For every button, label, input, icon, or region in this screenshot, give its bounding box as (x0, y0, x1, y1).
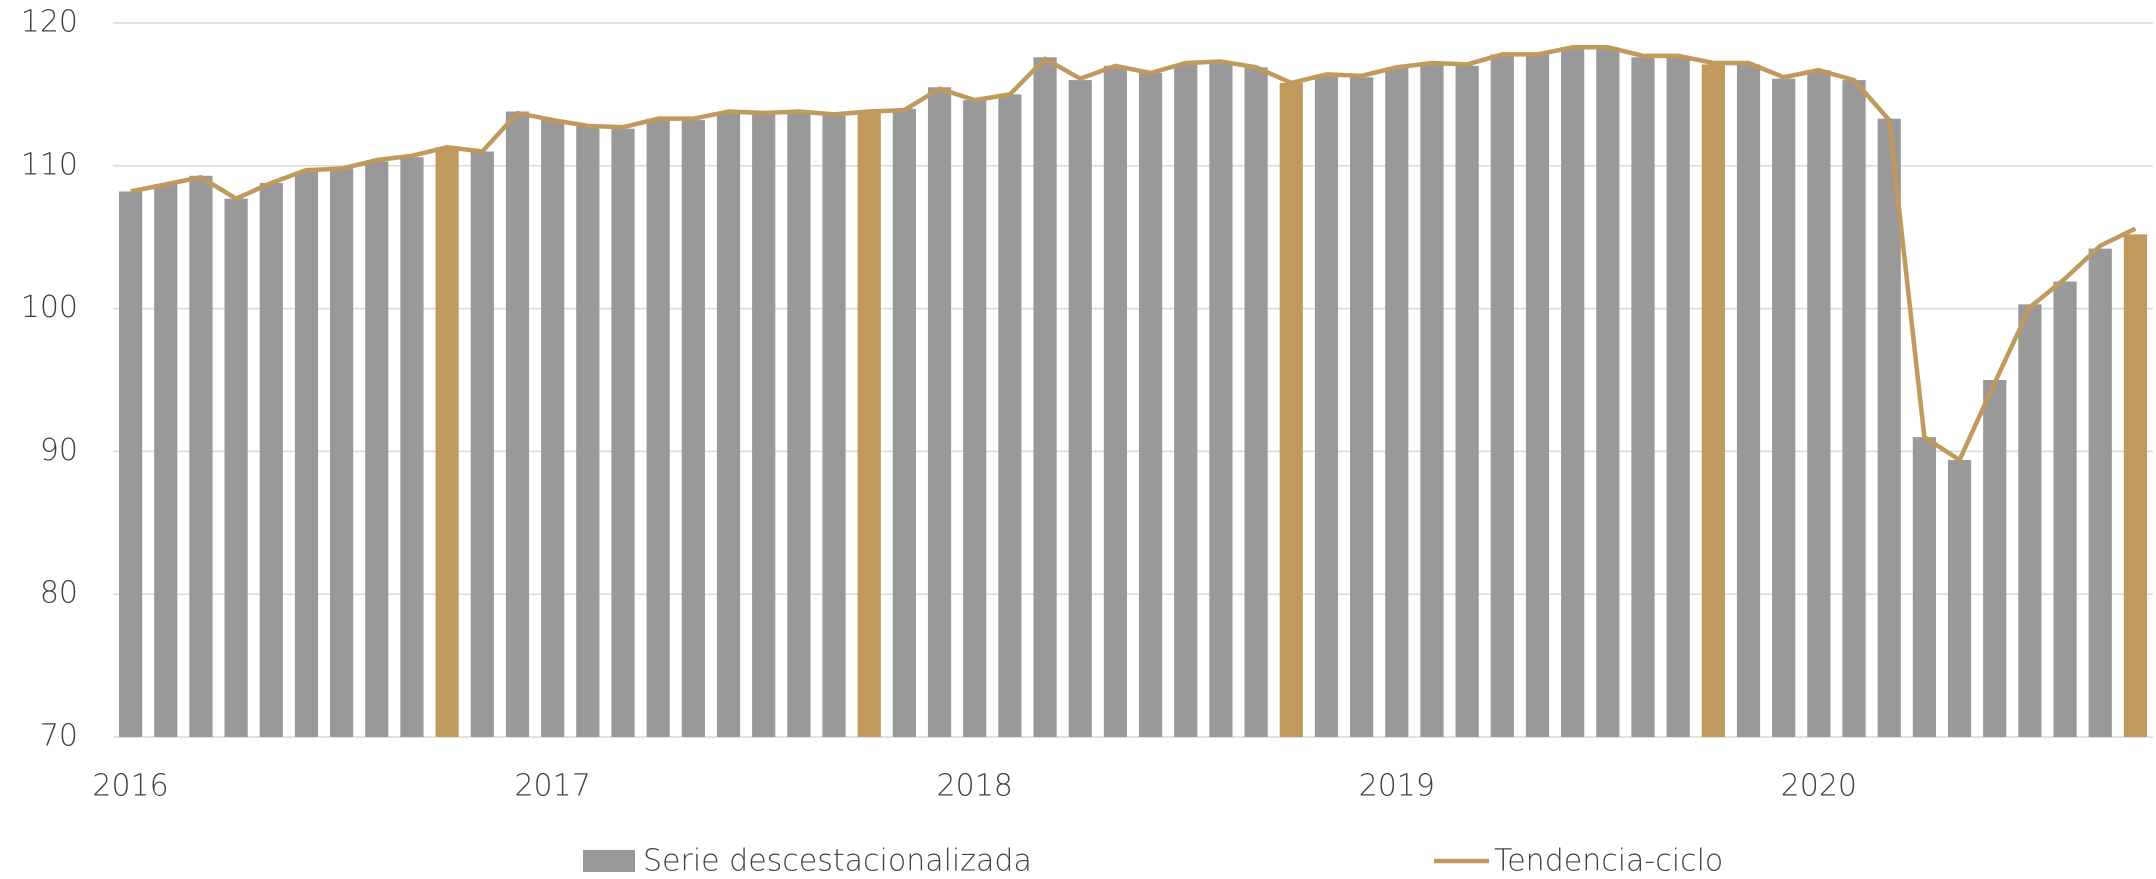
bar (611, 128, 635, 737)
bar (681, 120, 705, 737)
bar (1842, 80, 1866, 738)
bar (998, 94, 1022, 737)
bar (787, 112, 811, 738)
bar (1068, 80, 1092, 738)
bar (1736, 64, 1761, 738)
bar (541, 120, 565, 737)
bar (927, 87, 952, 737)
bar (1174, 64, 1198, 738)
bar (1701, 64, 1725, 738)
y-tick-label: 100 (21, 290, 78, 325)
y-tick-label: 120 (21, 5, 78, 40)
bar (1596, 47, 1620, 737)
bar (716, 111, 741, 737)
bar (1947, 459, 1972, 737)
bar (118, 191, 143, 737)
bar (1033, 57, 1057, 738)
bar (505, 111, 530, 737)
y-tick-label: 80 (40, 576, 78, 611)
trend-line (130, 45, 2137, 463)
bar (1525, 54, 1550, 737)
bar (1455, 65, 1479, 738)
bar (154, 184, 178, 737)
bar (1420, 64, 1444, 738)
bar (259, 182, 283, 737)
bar (470, 151, 494, 737)
x-tick-label: 2019 (1359, 769, 1435, 804)
bar (963, 100, 987, 737)
bar (1807, 70, 1831, 737)
bar (892, 108, 916, 738)
legend-label: Serie descestacionalizada (643, 844, 1032, 879)
x-tick-label: 2018 (937, 769, 1013, 804)
bar (294, 171, 319, 738)
bar (1912, 437, 1936, 737)
bar (1490, 54, 1514, 737)
bar (822, 115, 846, 737)
bar (752, 114, 776, 738)
bar (2123, 234, 2148, 737)
x-tick-label: 2016 (92, 769, 168, 804)
bar (1279, 82, 1303, 737)
bar (1138, 72, 1163, 738)
bar (1385, 67, 1409, 737)
bar (2018, 304, 2042, 737)
bar (646, 118, 670, 737)
bar (1209, 62, 1233, 737)
x-tick-label: 2020 (1781, 769, 1857, 804)
bar (2088, 248, 2112, 737)
bar (400, 157, 424, 737)
bar (1103, 65, 1128, 738)
bar (1244, 67, 1268, 737)
bar (2053, 281, 2077, 737)
bar (1350, 77, 1374, 738)
y-tick-label: 70 (40, 719, 78, 754)
bar (1314, 75, 1339, 737)
bar (1772, 78, 1796, 737)
bar (1983, 380, 2007, 737)
bar (435, 147, 459, 738)
legend-label: Tendencia-ciclo (1494, 844, 1723, 879)
x-tick-label: 2017 (514, 769, 590, 804)
bar (330, 168, 354, 737)
bar (224, 198, 248, 738)
bar (1561, 47, 1585, 737)
bar (1666, 57, 1690, 738)
y-tick-label: 90 (40, 433, 78, 468)
bar (189, 175, 213, 737)
y-tick-label: 110 (21, 147, 78, 182)
bar (1877, 118, 1901, 737)
legend-swatch (583, 850, 635, 872)
bar (576, 125, 600, 738)
bar (1631, 57, 1655, 738)
bar (365, 161, 389, 738)
bar (857, 111, 881, 737)
